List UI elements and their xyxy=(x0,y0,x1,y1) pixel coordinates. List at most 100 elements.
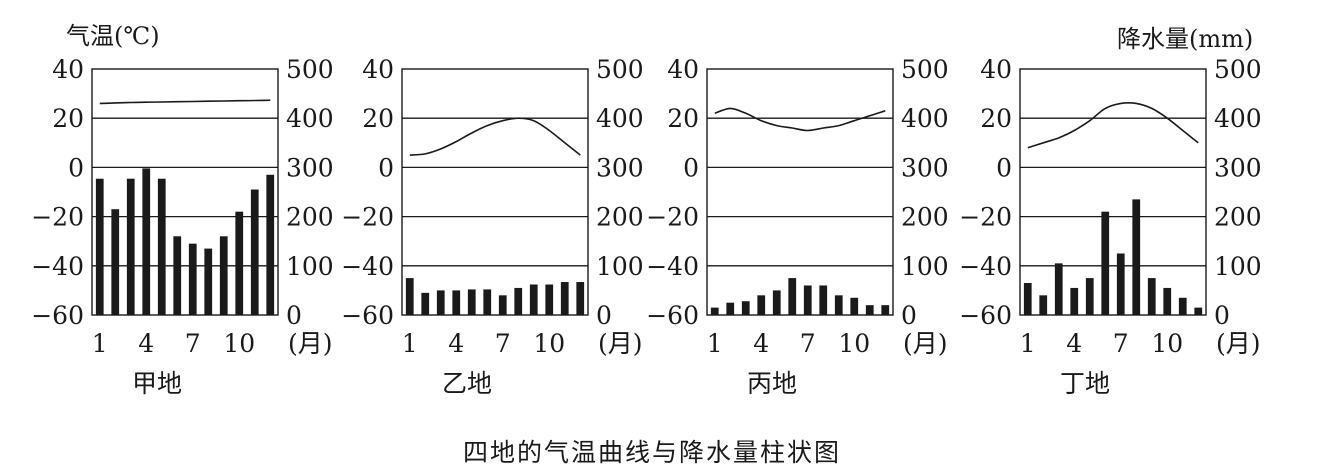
precip-tick-label: 0 xyxy=(1214,301,1230,330)
precip-bar xyxy=(865,305,874,315)
precip-bar xyxy=(173,236,182,315)
precip-bar xyxy=(514,287,523,315)
temp-tick-label: 20 xyxy=(667,104,699,133)
precip-tick-label: 400 xyxy=(1214,104,1262,133)
precip-bar xyxy=(1147,278,1156,315)
precip-tick-label: 100 xyxy=(286,252,334,281)
precip-bar xyxy=(95,178,104,315)
temp-tick-label: −40 xyxy=(646,252,699,281)
month-tick-label: 7 xyxy=(1113,329,1129,358)
precip-bar xyxy=(1132,199,1141,315)
month-tick-label: 7 xyxy=(185,329,201,358)
precip-bar xyxy=(111,209,120,315)
chart-title: 甲地 xyxy=(132,369,182,398)
temp-tick-label: −60 xyxy=(646,301,699,330)
precip-bar xyxy=(1054,263,1063,315)
month-tick-label: 7 xyxy=(800,329,816,358)
month-tick-label: 1 xyxy=(92,329,108,358)
precip-bar xyxy=(710,307,719,315)
temp-tick-label: −60 xyxy=(959,301,1012,330)
precip-bar xyxy=(157,178,166,315)
month-tick-label: 4 xyxy=(753,329,769,358)
month-tick-label: 1 xyxy=(707,329,723,358)
precip-bar xyxy=(819,285,828,315)
temp-tick-label: −60 xyxy=(341,301,394,330)
precip-tick-label: 300 xyxy=(286,153,334,182)
precipitation-unit-label: 降水量(mm) xyxy=(1117,25,1253,53)
precip-bar xyxy=(250,189,259,315)
precip-tick-label: 0 xyxy=(596,301,612,330)
temp-tick-label: 0 xyxy=(378,153,394,182)
precip-bar xyxy=(1085,278,1094,315)
precip-bar xyxy=(576,282,585,315)
temp-tick-label: −20 xyxy=(341,203,394,232)
precip-bar xyxy=(483,289,492,315)
temp-tick-label: 0 xyxy=(996,153,1012,182)
temp-tick-label: 20 xyxy=(362,104,394,133)
month-tick-label: 4 xyxy=(1066,329,1082,358)
precip-bar xyxy=(1070,287,1079,315)
precip-tick-label: 100 xyxy=(1214,252,1262,281)
month-tick-label: 7 xyxy=(495,329,511,358)
temp-tick-label: −20 xyxy=(31,203,84,232)
temp-tick-label: −40 xyxy=(959,252,1012,281)
plot-frame xyxy=(401,68,589,316)
precip-tick-label: 200 xyxy=(901,203,949,232)
precip-bar xyxy=(1194,307,1203,315)
precip-bar xyxy=(772,290,781,315)
month-unit-label: (月) xyxy=(598,329,643,358)
temp-tick-label: 20 xyxy=(980,104,1012,133)
precip-bar xyxy=(1039,295,1048,315)
precip-bar xyxy=(1101,211,1110,315)
precip-tick-label: 300 xyxy=(901,153,949,182)
temp-tick-label: 40 xyxy=(980,55,1012,84)
temperature-curve xyxy=(409,117,581,156)
precip-tick-label: 500 xyxy=(596,55,644,84)
temp-tick-label: 0 xyxy=(68,153,84,182)
temperature-unit-label: 气温(℃) xyxy=(66,22,160,50)
temp-tick-label: −40 xyxy=(31,252,84,281)
precip-bar xyxy=(850,297,859,315)
precip-bar xyxy=(741,301,750,315)
month-tick-label: 4 xyxy=(138,329,154,358)
precip-tick-label: 500 xyxy=(1214,55,1262,84)
precip-bar xyxy=(405,278,414,315)
temp-tick-label: 20 xyxy=(52,104,84,133)
precip-tick-label: 200 xyxy=(1214,203,1262,232)
precip-bar xyxy=(421,292,430,315)
precip-bar xyxy=(545,284,554,315)
precip-bar xyxy=(142,168,151,315)
precip-tick-label: 300 xyxy=(1214,153,1262,182)
precip-bar xyxy=(436,290,445,315)
plot-frame xyxy=(1019,68,1207,316)
temp-tick-label: −40 xyxy=(341,252,394,281)
precip-tick-label: 400 xyxy=(596,104,644,133)
plot-frame xyxy=(706,68,894,316)
month-tick-label: 1 xyxy=(1020,329,1036,358)
precip-tick-label: 400 xyxy=(286,104,334,133)
month-tick-label: 1 xyxy=(402,329,418,358)
precip-bar xyxy=(803,285,812,315)
chart-title: 乙地 xyxy=(442,369,492,398)
temp-tick-label: 40 xyxy=(667,55,699,84)
precip-bar xyxy=(788,278,797,315)
precip-tick-label: 400 xyxy=(901,104,949,133)
month-tick-label: 10 xyxy=(223,329,255,358)
precip-bar xyxy=(204,248,213,315)
precip-bar xyxy=(726,302,735,315)
precip-bar xyxy=(834,295,843,315)
temperature-curve xyxy=(99,99,271,105)
precip-tick-label: 100 xyxy=(596,252,644,281)
month-unit-label: (月) xyxy=(903,329,948,358)
temperature-curve xyxy=(1027,102,1199,149)
precip-bar xyxy=(881,305,890,315)
precip-tick-label: 200 xyxy=(286,203,334,232)
temp-tick-label: 40 xyxy=(362,55,394,84)
temperature-curve xyxy=(714,107,886,132)
month-unit-label: (月) xyxy=(1216,329,1261,358)
precip-bar xyxy=(126,178,135,315)
